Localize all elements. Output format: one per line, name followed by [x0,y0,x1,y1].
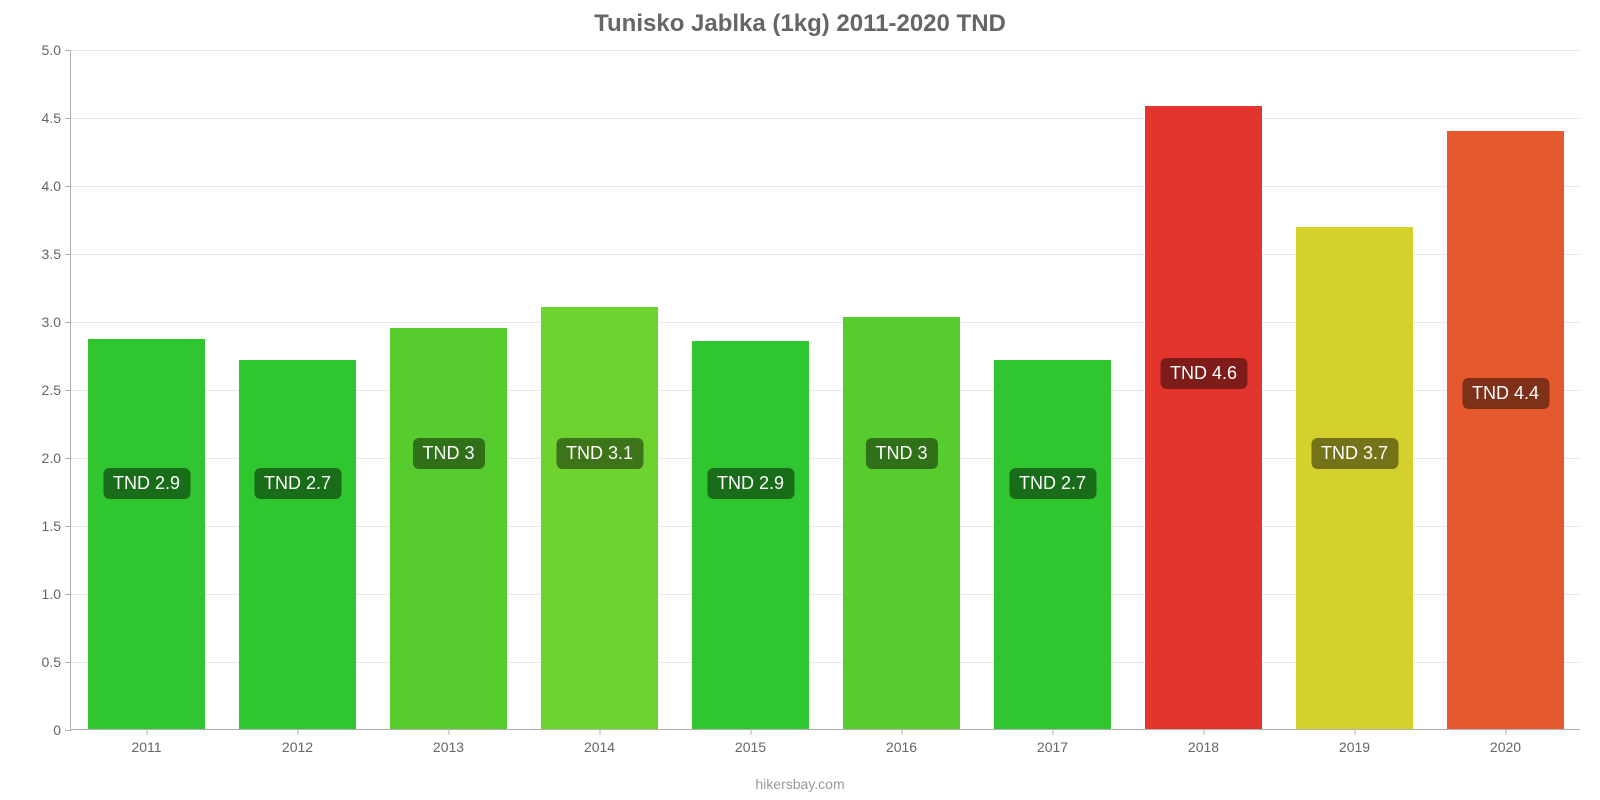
bar [88,339,206,729]
x-tick-label: 2013 [433,739,464,755]
x-tick-label: 2020 [1490,739,1521,755]
y-tick-mark [65,526,71,527]
gridline [71,118,1580,119]
bar-value-label: TND 3 [412,438,484,469]
x-tick-label: 2017 [1037,739,1068,755]
x-tick-mark [448,729,449,735]
x-tick-label: 2016 [886,739,917,755]
y-tick-label: 1.5 [21,518,61,534]
x-tick-mark [297,729,298,735]
bar-value-label: TND 4.6 [1160,358,1247,389]
bar [239,360,357,729]
bar-value-label: TND 2.7 [1009,468,1096,499]
y-tick-mark [65,322,71,323]
y-tick-mark [65,458,71,459]
x-tick-label: 2018 [1188,739,1219,755]
bar-value-label: TND 2.7 [254,468,341,499]
bar-value-label: TND 2.9 [103,468,190,499]
x-tick-mark [1052,729,1053,735]
x-tick-mark [599,729,600,735]
bar [1296,227,1414,729]
bar [994,360,1112,729]
y-tick-mark [65,662,71,663]
bar [390,328,508,729]
y-tick-mark [65,50,71,51]
bar [843,317,961,729]
bar-value-label: TND 3 [865,438,937,469]
x-tick-mark [146,729,147,735]
y-tick-label: 1.0 [21,586,61,602]
y-tick-label: 2.5 [21,382,61,398]
y-tick-mark [65,186,71,187]
chart-container: Tunisko Jablka (1kg) 2011-2020 TND 00.51… [0,0,1600,800]
x-tick-mark [750,729,751,735]
bar [1447,131,1565,729]
chart-title: Tunisko Jablka (1kg) 2011-2020 TND [0,10,1600,38]
footer-text: hikersbay.com [0,776,1600,792]
y-tick-label: 3.0 [21,314,61,330]
plot-area: 00.51.01.52.02.53.03.54.04.55.0201120122… [70,50,1580,730]
y-tick-mark [65,254,71,255]
y-tick-label: 0 [21,722,61,738]
y-tick-mark [65,730,71,731]
y-tick-mark [65,118,71,119]
x-tick-label: 2011 [131,739,161,755]
y-tick-label: 0.5 [21,654,61,670]
x-tick-mark [1203,729,1204,735]
bar [541,307,659,729]
y-tick-mark [65,390,71,391]
gridline [71,186,1580,187]
x-tick-mark [1354,729,1355,735]
y-tick-label: 4.0 [21,178,61,194]
x-tick-label: 2015 [735,739,766,755]
bar [1145,106,1263,729]
y-tick-label: 5.0 [21,42,61,58]
bar [692,341,810,729]
bar-value-label: TND 2.9 [707,468,794,499]
y-tick-label: 4.5 [21,110,61,126]
bar-value-label: TND 4.4 [1462,378,1549,409]
gridline [71,50,1580,51]
y-tick-label: 3.5 [21,246,61,262]
x-tick-mark [901,729,902,735]
bar-value-label: TND 3.7 [1311,438,1398,469]
bar-value-label: TND 3.1 [556,438,643,469]
x-tick-label: 2012 [282,739,313,755]
x-tick-mark [1505,729,1506,735]
x-tick-label: 2014 [584,739,615,755]
y-tick-mark [65,594,71,595]
y-tick-label: 2.0 [21,450,61,466]
x-tick-label: 2019 [1339,739,1370,755]
